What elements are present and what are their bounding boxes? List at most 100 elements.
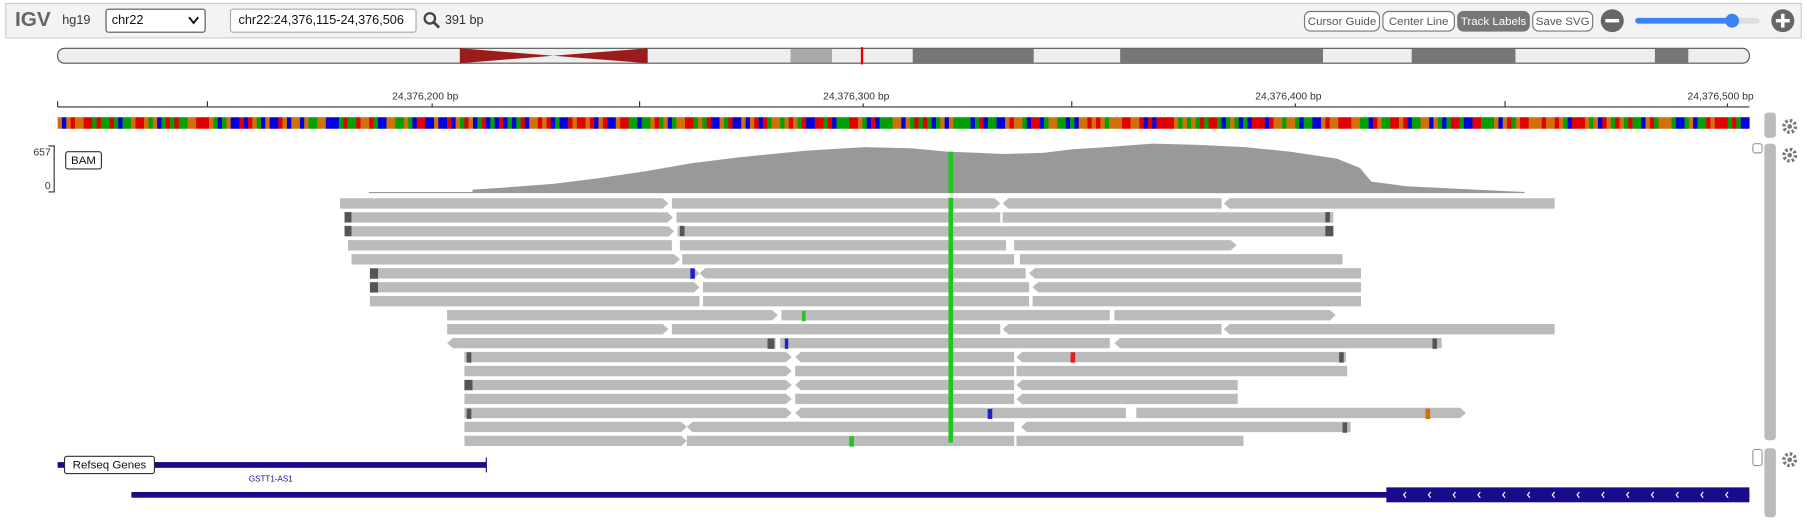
base — [810, 117, 816, 129]
strand-arrow — [1551, 491, 1556, 499]
base — [1563, 117, 1568, 129]
base — [1273, 117, 1278, 129]
base — [672, 117, 677, 129]
base — [1593, 117, 1599, 129]
track-settings[interactable] — [1782, 118, 1798, 134]
base — [983, 117, 989, 129]
strand-arrow — [1725, 491, 1729, 499]
toolbar-button[interactable] — [1457, 10, 1530, 32]
toolbar-button[interactable] — [1532, 10, 1594, 32]
base — [1247, 117, 1253, 129]
base — [464, 117, 469, 129]
track-label[interactable] — [65, 151, 102, 170]
base — [1005, 117, 1010, 129]
base — [92, 117, 97, 129]
base — [1411, 117, 1417, 129]
search-handle — [432, 20, 441, 29]
base — [819, 117, 824, 129]
read — [344, 212, 674, 223]
base — [1390, 117, 1395, 129]
track-checkbox[interactable] — [1752, 143, 1763, 154]
base — [429, 117, 435, 129]
base — [801, 117, 807, 129]
track-label-text: Refseq Genes — [73, 460, 147, 472]
base — [468, 117, 474, 129]
ruler-label: 24,376,200 bp — [392, 91, 458, 102]
base — [1446, 117, 1452, 129]
scrollbar[interactable] — [1764, 143, 1776, 441]
base — [1113, 117, 1118, 129]
toolbar-button[interactable] — [1303, 10, 1381, 32]
base — [477, 117, 482, 129]
base — [1706, 117, 1711, 129]
track-settings[interactable] — [1782, 147, 1798, 163]
read — [702, 296, 1030, 307]
base — [637, 117, 642, 129]
locus-input[interactable] — [229, 8, 417, 33]
base — [447, 117, 452, 129]
base — [546, 117, 552, 129]
base — [1308, 117, 1313, 129]
base — [1654, 117, 1659, 129]
base — [191, 117, 197, 129]
base — [1169, 117, 1175, 129]
chromosome-select[interactable] — [105, 8, 206, 33]
base — [351, 117, 357, 129]
read — [682, 254, 1015, 265]
base — [914, 117, 919, 129]
zoom-in-glyph — [1781, 13, 1785, 28]
track-checkbox[interactable] — [1752, 448, 1763, 467]
base — [719, 117, 725, 129]
base — [1455, 117, 1460, 129]
gene — [131, 491, 1750, 498]
read — [464, 379, 792, 391]
base — [723, 117, 729, 129]
base — [1641, 117, 1646, 129]
base — [511, 117, 517, 129]
read — [1016, 379, 1238, 391]
base — [589, 117, 595, 129]
base — [1000, 117, 1006, 129]
base — [940, 117, 945, 129]
search-icon[interactable] — [423, 12, 441, 29]
centromere — [553, 48, 648, 64]
base — [1130, 117, 1136, 129]
read — [1002, 323, 1222, 335]
base — [987, 117, 993, 129]
base — [875, 117, 880, 129]
read — [339, 198, 669, 209]
current-region — [860, 47, 864, 65]
base — [563, 117, 569, 129]
base — [260, 117, 266, 129]
base — [1299, 117, 1304, 129]
base — [1173, 117, 1179, 129]
read — [795, 351, 1015, 363]
base — [762, 117, 768, 129]
ideogram — [57, 47, 1750, 65]
app-logo: IGV — [15, 8, 51, 31]
read — [369, 282, 700, 293]
base — [122, 117, 128, 129]
base — [663, 117, 668, 129]
base — [1087, 117, 1092, 129]
mismatch — [1325, 212, 1330, 223]
base — [170, 117, 175, 129]
track-settings[interactable] — [1782, 452, 1798, 468]
base — [611, 117, 617, 129]
scrollbar[interactable] — [1764, 448, 1776, 518]
base — [628, 117, 634, 129]
base — [1424, 117, 1430, 129]
base — [200, 117, 205, 129]
base — [1225, 117, 1231, 129]
zoom-knob[interactable] — [1725, 13, 1740, 28]
base — [602, 117, 608, 129]
base — [1580, 117, 1586, 129]
read — [464, 393, 792, 405]
track-label[interactable] — [63, 455, 156, 475]
toolbar-button[interactable] — [1382, 10, 1455, 32]
base — [1290, 117, 1296, 129]
scrollbar[interactable] — [1764, 112, 1776, 138]
base — [1251, 117, 1257, 129]
ruler-label: 24,376,400 bp — [1255, 91, 1321, 102]
base — [1597, 117, 1603, 129]
